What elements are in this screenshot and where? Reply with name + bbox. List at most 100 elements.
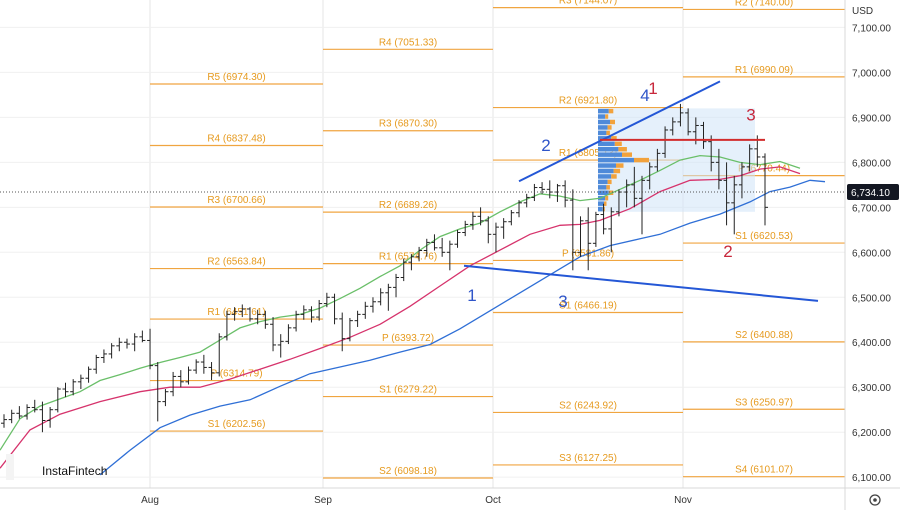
candle[interactable] (685, 108, 692, 136)
trendline[interactable] (518, 80, 721, 183)
volume-profile-bar-value (608, 108, 614, 114)
candle[interactable] (93, 354, 100, 374)
candle[interactable] (631, 166, 638, 208)
candle[interactable] (262, 310, 269, 329)
candle[interactable] (454, 229, 461, 248)
candle[interactable] (446, 240, 453, 271)
candle[interactable] (677, 103, 684, 127)
candle[interactable] (639, 175, 646, 235)
candle[interactable] (369, 297, 376, 313)
candle[interactable] (600, 203, 607, 235)
candle[interactable] (331, 293, 338, 325)
candle[interactable] (523, 193, 530, 208)
settings-icon[interactable] (869, 494, 881, 506)
candle[interactable] (316, 299, 323, 321)
candle[interactable] (577, 216, 584, 257)
candle[interactable] (193, 359, 200, 374)
candle[interactable] (723, 162, 730, 226)
candle[interactable] (762, 153, 768, 226)
candle[interactable] (562, 180, 569, 208)
candle[interactable] (377, 288, 384, 306)
candle[interactable] (8, 409, 15, 424)
candle[interactable] (508, 210, 515, 226)
candle[interactable] (646, 162, 653, 190)
candle[interactable] (123, 338, 130, 349)
volume-profile-bar (598, 168, 614, 174)
candle[interactable] (431, 234, 438, 251)
candle[interactable] (400, 258, 407, 282)
candle[interactable] (654, 148, 661, 172)
candle[interactable] (77, 374, 84, 390)
candle[interactable] (731, 175, 738, 235)
candle[interactable] (154, 362, 161, 422)
candle[interactable] (131, 333, 138, 352)
candle[interactable] (354, 310, 361, 327)
candle[interactable] (346, 317, 353, 342)
candle[interactable] (462, 220, 469, 237)
candle[interactable] (708, 135, 715, 172)
candle[interactable] (31, 399, 38, 413)
candle[interactable] (662, 126, 669, 158)
candle[interactable] (492, 222, 499, 253)
candle[interactable] (24, 404, 31, 420)
candle[interactable] (231, 307, 238, 321)
candle[interactable] (592, 211, 599, 247)
candle[interactable] (393, 273, 400, 298)
trendline[interactable] (463, 264, 819, 302)
candle[interactable] (85, 366, 92, 383)
candle[interactable] (239, 304, 246, 318)
candle[interactable] (246, 307, 253, 322)
candle[interactable] (270, 317, 277, 352)
candle[interactable] (139, 330, 146, 343)
candle[interactable] (477, 207, 484, 226)
candle[interactable] (569, 189, 576, 271)
candle[interactable] (16, 406, 23, 419)
candle[interactable] (216, 333, 223, 377)
candle[interactable] (70, 379, 77, 396)
volume-profile-bar-value (613, 168, 621, 174)
candle[interactable] (416, 246, 423, 262)
candle[interactable] (539, 182, 546, 194)
candle[interactable] (700, 121, 707, 149)
candle[interactable] (608, 207, 615, 253)
candle[interactable] (746, 144, 753, 172)
candle[interactable] (362, 301, 369, 319)
candle[interactable] (108, 343, 115, 359)
candle[interactable] (669, 117, 676, 136)
candle[interactable] (500, 218, 507, 239)
candle[interactable] (147, 328, 154, 370)
candle[interactable] (200, 354, 207, 374)
candle[interactable] (62, 382, 69, 398)
candle[interactable] (254, 309, 261, 325)
candle[interactable] (39, 401, 46, 433)
candle[interactable] (715, 148, 722, 190)
candle[interactable] (1, 414, 7, 428)
candle[interactable] (277, 334, 284, 358)
candle[interactable] (469, 211, 476, 230)
candle[interactable] (300, 305, 307, 320)
candle[interactable] (223, 310, 230, 341)
candle[interactable] (208, 362, 215, 381)
candle[interactable] (162, 389, 169, 407)
candle[interactable] (439, 237, 446, 257)
candle[interactable] (116, 337, 123, 352)
candle[interactable] (100, 349, 107, 363)
candle[interactable] (47, 407, 54, 428)
candle[interactable] (293, 310, 300, 332)
candle[interactable] (285, 324, 292, 345)
candle[interactable] (423, 238, 430, 257)
candle[interactable] (585, 207, 592, 271)
candle[interactable] (308, 306, 315, 323)
candle[interactable] (185, 366, 192, 385)
candle[interactable] (385, 283, 392, 311)
candle[interactable] (54, 387, 61, 413)
candle[interactable] (516, 200, 523, 218)
candle[interactable] (323, 292, 330, 308)
candle[interactable] (408, 254, 415, 271)
candle[interactable] (170, 371, 177, 397)
candle[interactable] (177, 370, 184, 388)
currency-label[interactable]: USD (852, 6, 873, 17)
candle[interactable] (485, 216, 492, 244)
candle[interactable] (339, 312, 346, 352)
